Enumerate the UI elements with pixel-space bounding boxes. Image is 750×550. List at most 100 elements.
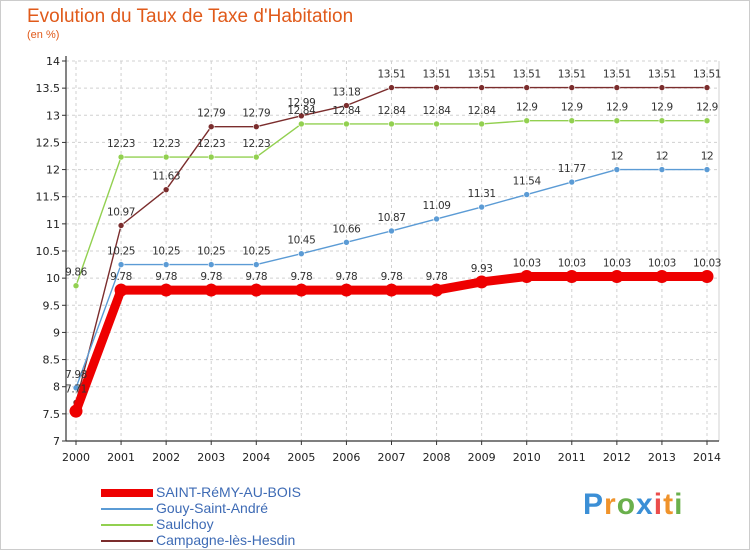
legend-swatch bbox=[101, 524, 153, 526]
y-tick-label: 12.5 bbox=[36, 136, 61, 149]
data-label: 10.45 bbox=[287, 235, 315, 247]
data-point bbox=[658, 117, 666, 125]
data-label: 13.51 bbox=[423, 69, 451, 81]
data-label: 9.78 bbox=[245, 271, 267, 283]
data-point bbox=[523, 191, 531, 198]
x-tick-label: 2012 bbox=[603, 451, 631, 464]
y-tick-label: 13.5 bbox=[36, 82, 61, 95]
y-tick-label: 8 bbox=[53, 381, 60, 394]
data-label: 10.25 bbox=[197, 246, 225, 258]
data-point bbox=[433, 84, 440, 91]
data-label: 10.25 bbox=[242, 246, 270, 258]
legend-swatch bbox=[101, 508, 153, 510]
data-point bbox=[117, 261, 125, 268]
data-point bbox=[343, 239, 350, 246]
data-label: 13.51 bbox=[468, 69, 496, 81]
legend-swatch bbox=[101, 540, 153, 542]
x-tick-label: 2000 bbox=[62, 451, 90, 464]
data-label: 12.9 bbox=[696, 102, 718, 114]
data-label: 7.98 bbox=[65, 369, 87, 381]
data-label: 9.93 bbox=[471, 263, 493, 275]
brand-letter: i bbox=[674, 488, 684, 521]
data-label: 12.79 bbox=[197, 108, 225, 120]
data-point bbox=[162, 261, 170, 268]
data-point bbox=[520, 270, 534, 284]
legend-label: Saulchoy bbox=[156, 516, 214, 532]
data-label: 9.78 bbox=[381, 271, 403, 283]
data-point bbox=[204, 283, 218, 297]
brand-letter: r bbox=[604, 488, 617, 521]
data-label: 13.18 bbox=[332, 87, 360, 99]
y-tick-label: 13 bbox=[46, 109, 60, 122]
data-label: 10.25 bbox=[107, 246, 135, 258]
data-label: 12.84 bbox=[377, 105, 406, 117]
x-tick-label: 2005 bbox=[287, 451, 315, 464]
x-tick-label: 2001 bbox=[107, 451, 135, 464]
data-point bbox=[475, 275, 489, 289]
brand-letter: x bbox=[636, 488, 654, 521]
legend-swatch bbox=[101, 489, 153, 497]
data-label: 13.51 bbox=[603, 69, 631, 81]
data-label: 12.23 bbox=[152, 138, 180, 150]
x-tick-label: 2002 bbox=[152, 451, 180, 464]
data-point bbox=[207, 123, 215, 130]
data-label: 13.51 bbox=[558, 69, 586, 81]
y-tick-label: 9.5 bbox=[43, 299, 61, 312]
data-point bbox=[568, 178, 576, 186]
data-label: 9.78 bbox=[155, 271, 177, 283]
data-point bbox=[700, 270, 714, 284]
chart-title: Evolution du Taux de Taxe d'Habitation bbox=[27, 6, 354, 27]
data-point bbox=[298, 250, 305, 258]
data-point bbox=[385, 283, 398, 297]
data-label: 12 bbox=[656, 151, 669, 163]
data-point bbox=[658, 166, 666, 173]
y-tick-label: 11.5 bbox=[36, 191, 61, 204]
y-tick-label: 14 bbox=[46, 55, 60, 68]
y-tick-label: 12 bbox=[46, 164, 60, 177]
data-label: 12.9 bbox=[516, 102, 538, 114]
data-label: 12.84 bbox=[287, 105, 316, 117]
data-point bbox=[613, 117, 621, 125]
data-point bbox=[117, 222, 125, 229]
data-label: 12.79 bbox=[242, 108, 270, 120]
data-label: 10.03 bbox=[513, 258, 541, 270]
data-point bbox=[207, 261, 215, 268]
data-label: 7.71 bbox=[65, 383, 87, 395]
brand-letter: t bbox=[663, 488, 675, 521]
data-label: 12.9 bbox=[561, 102, 583, 114]
data-label: 12.9 bbox=[651, 102, 673, 114]
data-label: 12 bbox=[611, 151, 624, 163]
data-label: 10.03 bbox=[603, 258, 631, 270]
data-point bbox=[433, 120, 440, 128]
legend-label: Campagne-lès-Hesdin bbox=[156, 532, 296, 548]
data-point bbox=[613, 166, 621, 173]
data-point bbox=[252, 261, 260, 268]
data-point bbox=[568, 84, 576, 91]
x-tick-label: 2004 bbox=[242, 451, 270, 464]
data-label: 9.78 bbox=[426, 271, 448, 283]
x-tick-label: 2013 bbox=[648, 451, 676, 464]
data-point bbox=[610, 270, 624, 284]
data-point bbox=[478, 84, 485, 91]
x-tick-label: 2007 bbox=[378, 451, 406, 464]
y-tick-label: 11 bbox=[46, 218, 60, 231]
y-tick-label: 9 bbox=[53, 326, 60, 339]
data-point bbox=[252, 153, 260, 161]
data-label: 10.03 bbox=[558, 258, 586, 270]
data-point bbox=[703, 84, 711, 91]
brand-letter: P bbox=[583, 488, 605, 521]
data-point bbox=[117, 153, 125, 161]
data-point bbox=[162, 186, 170, 193]
x-tick-label: 2010 bbox=[513, 451, 541, 464]
data-label: 9.78 bbox=[200, 271, 222, 283]
data-label: 12.9 bbox=[606, 102, 628, 114]
y-tick-label: 7 bbox=[53, 435, 60, 448]
x-tick-label: 2009 bbox=[468, 451, 496, 464]
data-point bbox=[658, 84, 666, 91]
data-point bbox=[252, 123, 260, 130]
data-point bbox=[388, 84, 395, 91]
data-point bbox=[388, 120, 395, 128]
y-tick-label: 7.5 bbox=[43, 408, 61, 421]
data-point bbox=[703, 166, 711, 173]
